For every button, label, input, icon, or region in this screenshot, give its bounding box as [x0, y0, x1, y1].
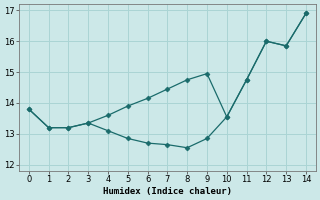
X-axis label: Humidex (Indice chaleur): Humidex (Indice chaleur): [103, 187, 232, 196]
